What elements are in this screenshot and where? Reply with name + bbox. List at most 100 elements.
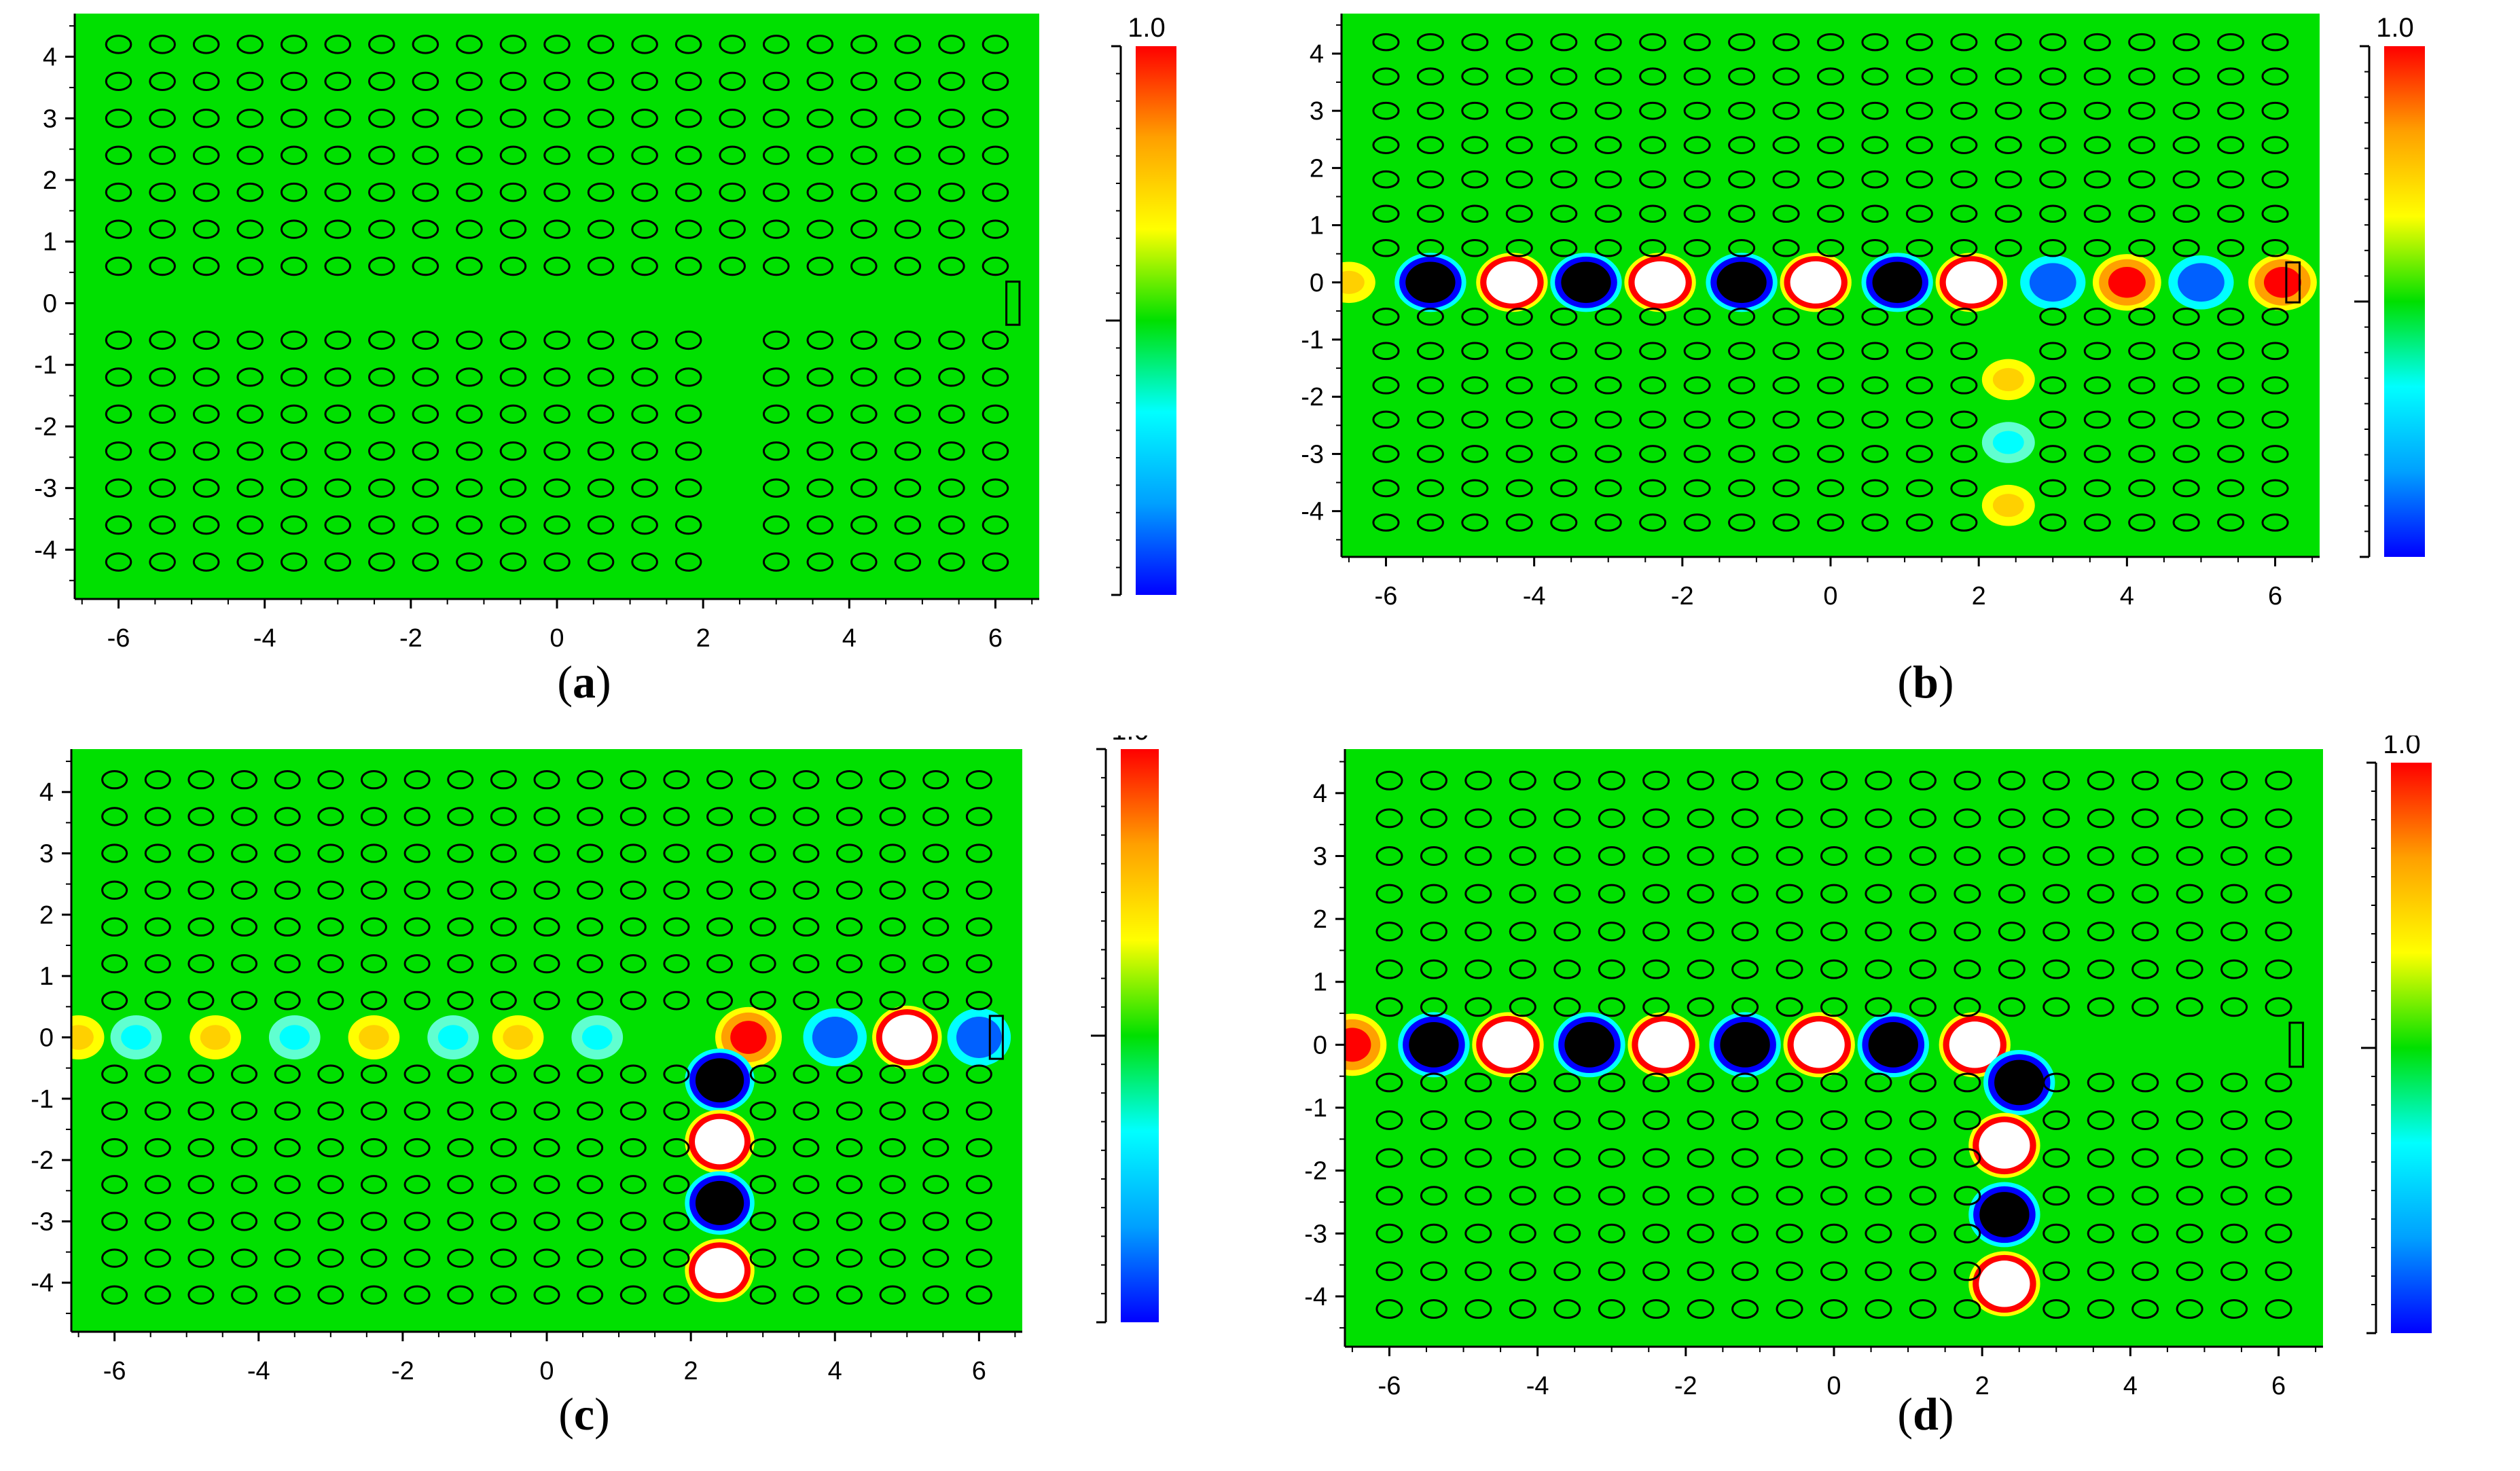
dielectric-rod xyxy=(412,109,439,128)
dielectric-rod xyxy=(631,404,658,424)
dielectric-rod xyxy=(2265,1186,2292,1206)
dielectric-rod xyxy=(2087,959,2114,979)
dielectric-rod xyxy=(447,991,474,1011)
dielectric-rod xyxy=(587,145,615,165)
dielectric-rod xyxy=(2265,808,2292,829)
dielectric-rod xyxy=(1416,136,1444,154)
dielectric-rod xyxy=(533,843,560,863)
dielectric-rod xyxy=(101,807,128,827)
dielectric-rod xyxy=(1509,1299,1536,1319)
dielectric-rod xyxy=(192,219,220,239)
dielectric-rod xyxy=(1420,884,1447,904)
dielectric-rod xyxy=(577,1175,604,1195)
dielectric-rod xyxy=(360,843,387,863)
dielectric-rod xyxy=(2128,33,2156,52)
dielectric-rod xyxy=(1639,513,1667,532)
dielectric-rod xyxy=(2087,884,2114,904)
dielectric-rod xyxy=(1950,204,1978,223)
dielectric-rod xyxy=(1553,1072,1581,1093)
dielectric-rod xyxy=(674,35,702,54)
dielectric-rod xyxy=(231,843,258,863)
dielectric-rod xyxy=(499,35,527,54)
dielectric-rod xyxy=(749,880,776,900)
dielectric-rod xyxy=(149,71,176,92)
dielectric-rod xyxy=(1905,410,1933,429)
dielectric-rod xyxy=(663,1138,690,1158)
panel-c: 4 3 2 1 0 -1 -2 -3 -4 -6 -4 -2 0 2 4 6 1.0 (c) xyxy=(0,736,1260,1471)
dielectric-rod xyxy=(835,880,863,900)
dielectric-rod xyxy=(879,1285,906,1305)
dielectric-rod xyxy=(1375,1261,1403,1282)
dielectric-rod xyxy=(879,1138,906,1158)
dielectric-rod xyxy=(850,71,878,92)
dielectric-rod xyxy=(360,807,387,827)
dielectric-rod xyxy=(144,807,171,827)
dielectric-rod xyxy=(577,1138,604,1158)
dielectric-rod xyxy=(2083,238,2111,257)
dielectric-rod xyxy=(1820,884,1848,904)
dielectric-rod xyxy=(1865,1223,1892,1243)
dielectric-rod xyxy=(1639,101,1667,120)
dielectric-rod xyxy=(938,35,965,54)
dielectric-rod xyxy=(490,1248,517,1268)
dielectric-rod xyxy=(274,1212,301,1231)
dielectric-rod xyxy=(317,1138,344,1158)
dielectric-rod xyxy=(982,71,1009,92)
dielectric-rod xyxy=(1594,376,1622,395)
field-blob xyxy=(2020,255,2086,310)
y-tick-label: 1 xyxy=(43,228,57,257)
x-tick-label: -4 xyxy=(1523,582,1546,611)
dielectric-rod xyxy=(1865,959,1892,979)
dielectric-rod xyxy=(274,917,301,937)
dielectric-rod xyxy=(663,1285,690,1305)
dielectric-rod xyxy=(1950,342,1978,361)
caption-d: (d) xyxy=(1897,1388,1954,1440)
dielectric-rod xyxy=(1954,922,1981,942)
dielectric-rod xyxy=(1420,1072,1447,1093)
dielectric-rod xyxy=(1816,513,1845,532)
dielectric-rod xyxy=(105,515,132,535)
dielectric-rod xyxy=(674,219,702,239)
dielectric-rod xyxy=(1553,1299,1581,1319)
dielectric-rod xyxy=(231,770,258,790)
dielectric-rod xyxy=(1865,1186,1892,1206)
dielectric-rod xyxy=(1820,1148,1848,1168)
dielectric-rod xyxy=(982,552,1009,572)
dielectric-rod xyxy=(187,917,215,937)
dielectric-rod xyxy=(577,1101,604,1121)
dielectric-rod xyxy=(1550,238,1578,257)
dielectric-rod xyxy=(1598,846,1625,866)
dielectric-rod xyxy=(1594,67,1622,86)
dielectric-rod xyxy=(101,843,128,863)
dielectric-rod xyxy=(274,807,301,827)
dielectric-rod xyxy=(2039,308,2067,326)
dielectric-rod xyxy=(894,182,922,202)
field-blob xyxy=(1783,1012,1855,1078)
dielectric-rod xyxy=(236,71,264,92)
dielectric-rod xyxy=(456,515,483,535)
dielectric-rod xyxy=(1905,513,1933,532)
dielectric-rod xyxy=(663,1212,690,1231)
dielectric-rod xyxy=(706,917,734,937)
dielectric-rod xyxy=(965,954,992,974)
dielectric-rod xyxy=(1772,445,1800,463)
dielectric-rod xyxy=(231,807,258,827)
dielectric-rod xyxy=(1594,170,1622,189)
dielectric-rod xyxy=(317,1285,344,1305)
dielectric-rod xyxy=(1909,959,1937,979)
dielectric-rod xyxy=(1550,170,1578,189)
dielectric-rod xyxy=(1639,376,1667,395)
dielectric-rod xyxy=(1998,959,2026,979)
field-blob xyxy=(685,1238,755,1303)
dielectric-rod xyxy=(1865,1299,1892,1319)
dielectric-rod xyxy=(922,1212,950,1231)
dielectric-rod xyxy=(1509,770,1536,791)
dielectric-rod xyxy=(793,770,820,790)
dielectric-rod xyxy=(894,330,922,350)
dielectric-rod xyxy=(1861,342,1889,361)
dielectric-rod xyxy=(850,219,878,239)
dielectric-rod xyxy=(1594,342,1622,361)
dielectric-rod xyxy=(2176,1299,2203,1319)
dielectric-rod xyxy=(412,256,439,276)
dielectric-rod xyxy=(894,441,922,461)
